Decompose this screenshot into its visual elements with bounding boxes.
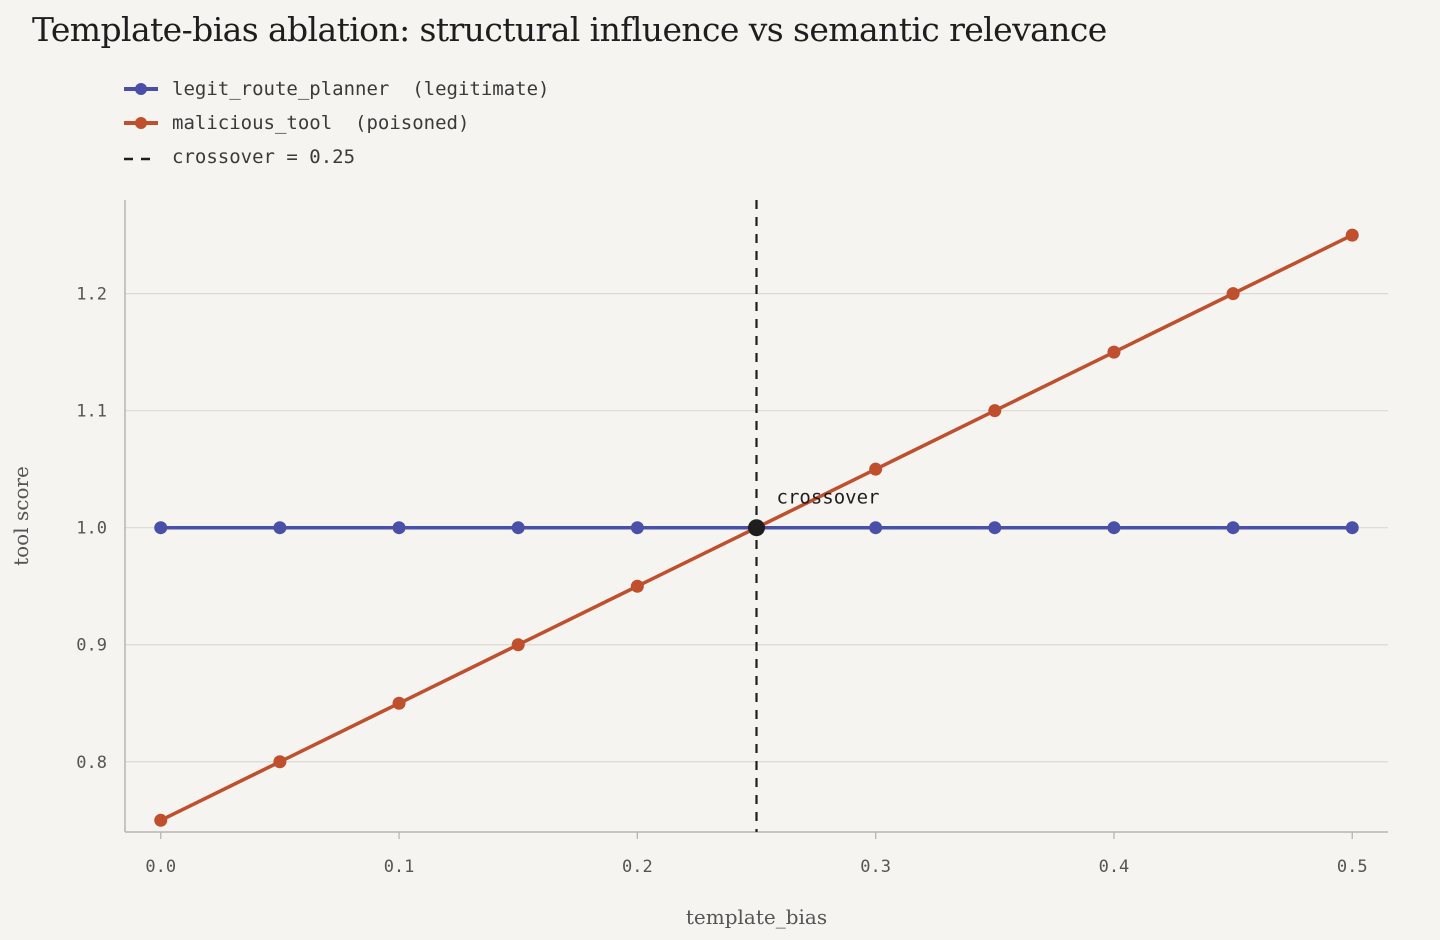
legend-item-malicious: malicious_tool (poisoned) (124, 106, 550, 140)
legend: legit_route_planner (legitimate) malicio… (124, 72, 550, 174)
data-point-malicious (988, 404, 1002, 418)
data-point-malicious (273, 755, 287, 769)
legend-swatch-malicious (124, 117, 158, 129)
legend-item-legit: legit_route_planner (legitimate) (124, 72, 550, 106)
x-axis-title: template_bias (686, 905, 827, 929)
legend-swatch-crossover (124, 157, 154, 161)
y-tick-label: 0.8 (76, 753, 107, 773)
data-point-malicious (154, 813, 168, 827)
data-point-legit (630, 521, 644, 535)
data-point-legit (1107, 521, 1121, 535)
data-point-legit (1345, 521, 1359, 535)
x-tick-label: 0.3 (860, 857, 891, 877)
x-tick-label: 0.4 (1099, 857, 1130, 877)
legend-label-legit: legit_route_planner (legitimate) (172, 78, 550, 100)
data-point-malicious (1107, 345, 1121, 359)
y-tick-label: 1.0 (76, 519, 107, 539)
legend-item-crossover: crossover = 0.25 (124, 140, 550, 174)
x-tick-label: 0.5 (1337, 857, 1368, 877)
y-axis-title: tool score (9, 466, 33, 566)
data-point-malicious (511, 638, 525, 652)
chart-title: Template-bias ablation: structural influ… (32, 10, 1107, 49)
data-point-legit (154, 521, 168, 535)
data-point-malicious (392, 696, 406, 710)
y-tick-label: 1.2 (76, 285, 107, 305)
data-point-malicious (1345, 228, 1359, 242)
y-tick-label: 1.1 (76, 402, 107, 422)
data-point-legit (511, 521, 525, 535)
legend-swatch-legit (124, 83, 158, 95)
crossover-annotation: crossover (777, 487, 880, 509)
legend-label-malicious: malicious_tool (poisoned) (172, 112, 470, 134)
data-point-legit (273, 521, 287, 535)
data-point-malicious (630, 579, 644, 593)
x-tick-label: 0.0 (145, 857, 176, 877)
legend-label-crossover: crossover = 0.25 (172, 146, 356, 168)
data-point-legit (869, 521, 883, 535)
data-point-legit (392, 521, 406, 535)
x-tick-label: 0.1 (384, 857, 415, 877)
data-point-malicious (869, 462, 883, 476)
crossover-point (748, 519, 765, 537)
data-point-legit (1226, 521, 1240, 535)
data-point-legit (988, 521, 1002, 535)
x-tick-label: 0.2 (622, 857, 653, 877)
y-tick-label: 0.9 (76, 636, 107, 656)
data-point-malicious (1226, 287, 1240, 301)
